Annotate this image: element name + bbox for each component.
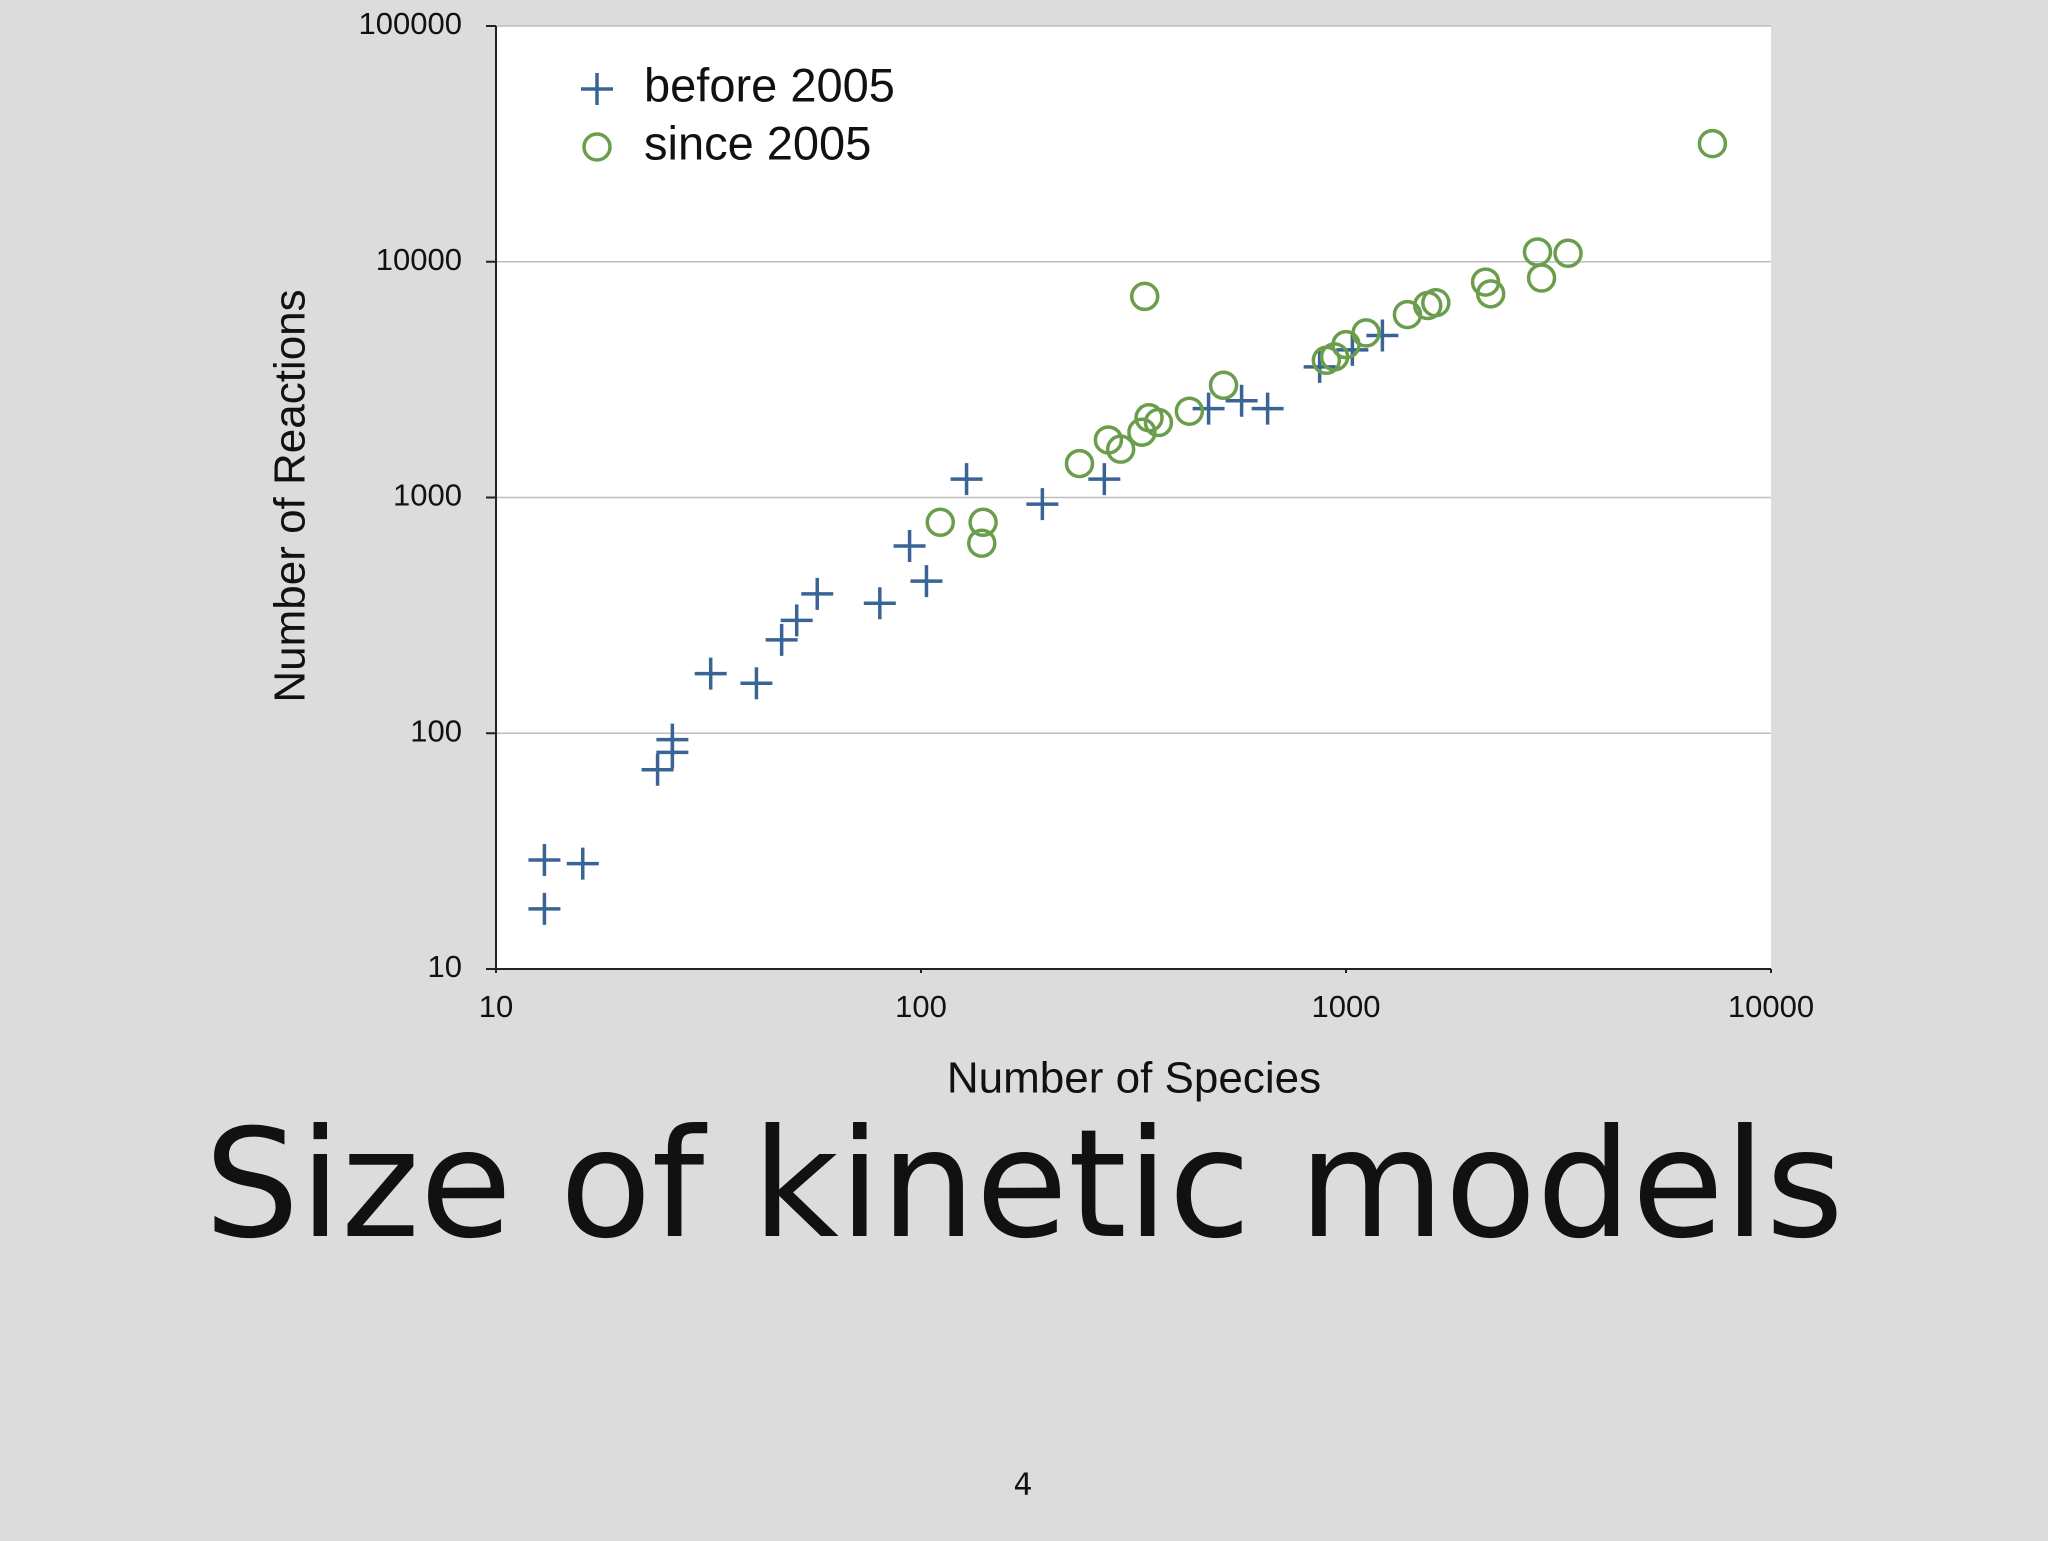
- plus-marker: [566, 847, 599, 880]
- circle-marker: [1697, 128, 1728, 159]
- x-tick-label: 1000: [1312, 989, 1381, 1024]
- circle-marker: [1174, 396, 1205, 426]
- plus-marker: [893, 529, 926, 562]
- circle-marker: [1475, 279, 1506, 309]
- circle-marker: [968, 507, 998, 538]
- plus-marker: [1225, 384, 1258, 417]
- plus-marker: [765, 623, 798, 656]
- plus-marker: [1192, 392, 1225, 425]
- plus-marker: [694, 657, 727, 690]
- plus-marker: [1336, 333, 1369, 366]
- plus-marker: [801, 577, 834, 610]
- plus-marker: [656, 736, 689, 769]
- plus-marker: [1303, 350, 1336, 383]
- circle-marker: [1105, 434, 1136, 464]
- plus-marker: [528, 843, 561, 876]
- plus-marker: [863, 587, 896, 620]
- plus-marker: [780, 604, 813, 637]
- circle-marker: [1208, 370, 1239, 401]
- y-tick-label: 100000: [359, 6, 462, 41]
- circle-marker: [1421, 288, 1451, 318]
- plus-marker: [950, 463, 983, 496]
- circle-marker: [1064, 448, 1095, 479]
- plus-marker: [910, 565, 943, 598]
- circle-marker: [1129, 281, 1160, 312]
- legend-label: before 2005: [644, 58, 895, 111]
- y-tick-label: 10000: [376, 242, 462, 277]
- circle-marker: [925, 507, 956, 538]
- plus-marker: [1366, 319, 1399, 352]
- x-tick-label: 10000: [1728, 989, 1814, 1024]
- x-tick-label: 10: [479, 989, 513, 1024]
- y-tick-label: 10: [428, 949, 462, 984]
- circle-marker: [1127, 417, 1157, 447]
- legend-label: since 2005: [644, 116, 871, 169]
- x-tick-label: 100: [895, 989, 947, 1024]
- x-axis-label: Number of Species: [947, 1054, 1321, 1103]
- plus-marker: [1026, 488, 1059, 521]
- legend-marker: [582, 132, 612, 162]
- slide-title: Size of kinetic models: [204, 1098, 1844, 1272]
- circle-marker: [1143, 407, 1174, 438]
- plus-marker: [1088, 463, 1121, 496]
- plus-marker: [528, 892, 561, 925]
- circle-marker: [1526, 263, 1557, 293]
- circle-marker: [967, 528, 997, 558]
- plus-marker: [641, 753, 674, 786]
- plus-marker: [740, 667, 773, 700]
- circle-marker: [1553, 238, 1583, 269]
- page-number: 4: [1013, 1468, 1032, 1503]
- y-tick-label: 100: [410, 713, 462, 748]
- y-axis-label: Number of Reactions: [266, 289, 315, 702]
- y-tick-label: 1000: [393, 478, 462, 513]
- plus-marker: [1251, 392, 1284, 425]
- legend-marker: [581, 73, 613, 105]
- circle-marker: [1351, 318, 1381, 348]
